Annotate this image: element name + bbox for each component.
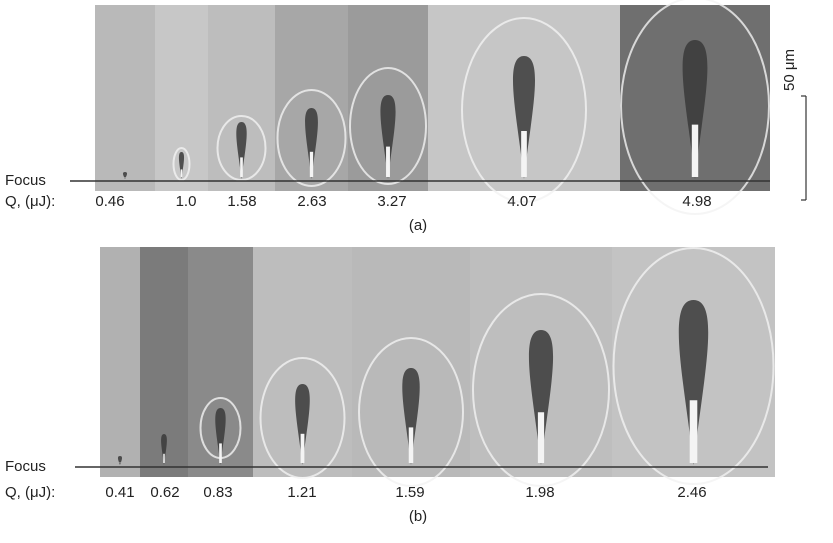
energy-label: 2.46 [677, 484, 706, 501]
shock-ring [358, 337, 464, 487]
cavity [122, 172, 128, 179]
cavity [528, 330, 554, 465]
shock-ring [259, 357, 346, 479]
energy-label: 2.63 [297, 193, 326, 210]
shock-ring [472, 293, 610, 487]
cavity [161, 434, 167, 465]
energy-label: 0.62 [150, 484, 179, 501]
cavity [402, 368, 420, 465]
cavity [682, 40, 708, 179]
energy-label: 0.41 [105, 484, 134, 501]
panel-b: 0.41 0.62 0.83 1.21 1.59 1.98 2.46 Focus Q, (μJ)… [5, 247, 775, 525]
shock-ring [612, 247, 775, 485]
focus-label: Focus [5, 172, 46, 189]
energy-label: 1.0 [176, 193, 197, 210]
cavity [215, 408, 226, 465]
shock-ring [172, 147, 191, 181]
focus-label: Focus [5, 458, 46, 475]
cavity [295, 384, 310, 465]
image-strip [100, 247, 140, 477]
energy-label: 1.98 [525, 484, 554, 501]
shock-ring [216, 115, 267, 181]
panel-caption: (b) [409, 508, 427, 525]
q-label: Q, (μJ): [5, 193, 55, 210]
scale-label: 50 μm [781, 49, 798, 91]
energy-label: 1.59 [395, 484, 424, 501]
q-label: Q, (μJ): [5, 484, 55, 501]
shock-ring [461, 17, 587, 203]
energy-label: 1.21 [287, 484, 316, 501]
shock-ring [349, 67, 427, 185]
cavity [678, 300, 709, 465]
cavity [305, 108, 318, 179]
shock-ring [620, 0, 770, 215]
energy-label: 4.07 [507, 193, 536, 210]
cavity [236, 122, 247, 179]
panel-caption: (a) [409, 217, 427, 234]
image-strip [95, 5, 155, 191]
cavity [178, 152, 185, 179]
cavity [380, 95, 396, 179]
energy-label: 1.58 [227, 193, 256, 210]
cavity [117, 456, 123, 465]
energy-label: 4.98 [682, 193, 711, 210]
panel-a: 0.46 1.0 1.58 2.63 3.27 4.07 4.98 Focus Q, (μJ):… [5, 0, 770, 234]
energy-label: 0.46 [95, 193, 124, 210]
cavity [512, 56, 536, 179]
energy-label: 0.83 [203, 484, 232, 501]
energy-label: 3.27 [377, 193, 406, 210]
shock-ring [276, 89, 347, 187]
